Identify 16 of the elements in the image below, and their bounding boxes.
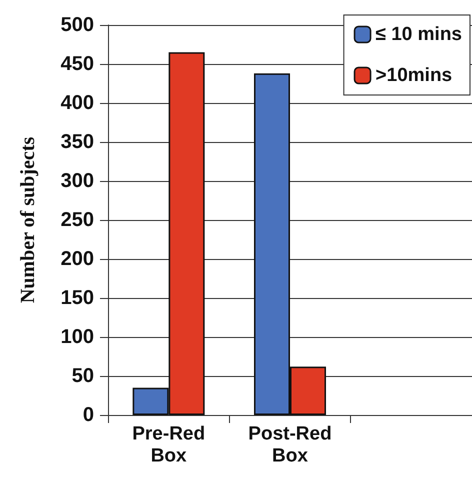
x-tick-label: Pre-Red Box <box>132 424 206 466</box>
legend-label: >10mins <box>376 65 452 86</box>
legend-label: ≤ 10 mins <box>376 24 462 45</box>
x-tick-label: Post-Red Box <box>248 424 332 466</box>
y-tick-label: 0 <box>82 404 94 426</box>
y-tick-label: 300 <box>60 170 94 192</box>
y-tick-label: 50 <box>72 365 94 387</box>
y-tick-label: 150 <box>60 287 94 309</box>
y-tick-label: 100 <box>60 326 94 348</box>
y-tick-label: 500 <box>60 14 94 36</box>
y-tick-label: 200 <box>60 248 94 270</box>
y-tick-label: 400 <box>60 92 94 114</box>
y-axis-title: Number of subjects <box>17 136 39 304</box>
y-tick-label: 450 <box>60 53 94 75</box>
y-tick-label: 250 <box>60 209 94 231</box>
y-tick-label: 350 <box>60 131 94 153</box>
